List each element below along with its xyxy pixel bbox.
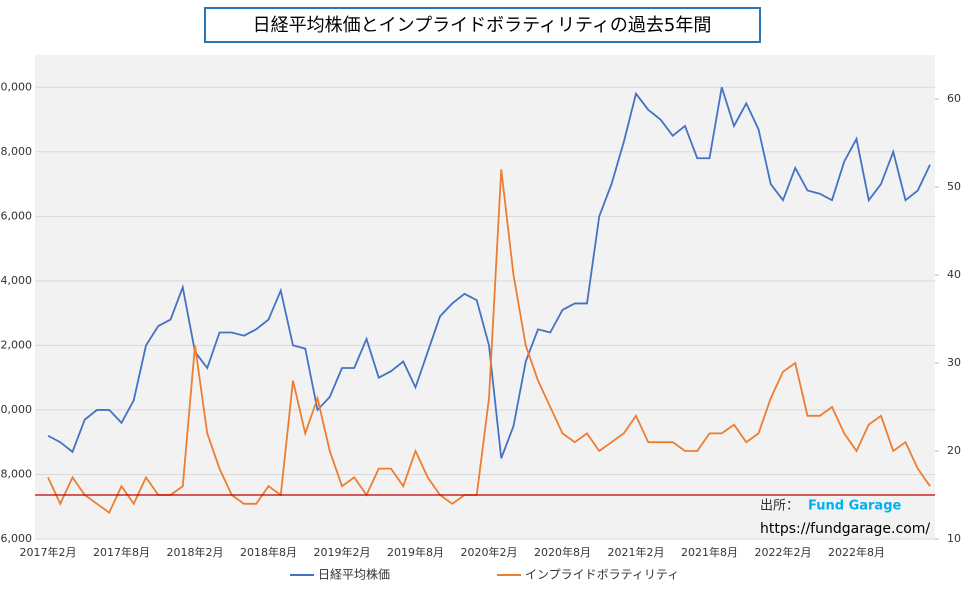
x-tick-label: 2019年2月 <box>314 545 371 559</box>
legend-label: 日経平均株価 <box>318 567 390 582</box>
y-tick-label: 20,000 <box>0 403 32 416</box>
source-label: 出所： <box>760 499 799 514</box>
x-tick-label: 2020年2月 <box>461 545 518 559</box>
y-tick-label: 24,000 <box>0 274 32 287</box>
y-tick-label: 16,000 <box>0 532 32 545</box>
source-url: https://fundgarage.com/ <box>760 521 930 537</box>
x-tick-label: 2021年8月 <box>681 545 738 559</box>
series-line <box>47 169 931 514</box>
x-tick-label: 2019年8月 <box>387 545 444 559</box>
x-tick-label: 2021年2月 <box>608 545 665 559</box>
title-box <box>204 7 761 43</box>
x-tick-label: 2022年8月 <box>828 545 885 559</box>
y2-tick-label: 40 <box>947 268 961 281</box>
y2-tick-label: 60 <box>947 92 961 105</box>
source-name: Fund Garage <box>808 499 902 514</box>
x-tick-label: 2017年2月 <box>20 545 77 559</box>
x-tick-label: 2017年8月 <box>93 545 150 559</box>
x-tick-label: 2020年8月 <box>534 545 591 559</box>
y2-tick-label: 20 <box>947 444 961 457</box>
y2-tick-label: 50 <box>947 180 961 193</box>
x-tick-label: 2022年2月 <box>755 545 812 559</box>
y-tick-label: 22,000 <box>0 338 32 351</box>
y2-tick-label: 10 <box>947 532 961 545</box>
x-tick-label: 2018年8月 <box>240 545 297 559</box>
y-tick-label: 18,000 <box>0 467 32 480</box>
y-tick-label: 26,000 <box>0 209 32 222</box>
y-tick-label: 28,000 <box>0 145 32 158</box>
legend-label: インプライドボラティリティ <box>525 568 679 582</box>
chart-title: 日経平均株価とインプライドボラティリティの過去5年間 <box>253 15 712 36</box>
x-tick-label: 2018年2月 <box>167 545 224 559</box>
plot-area <box>35 55 935 539</box>
y-tick-label: 30,000 <box>0 80 32 93</box>
y2-tick-label: 30 <box>947 356 961 369</box>
